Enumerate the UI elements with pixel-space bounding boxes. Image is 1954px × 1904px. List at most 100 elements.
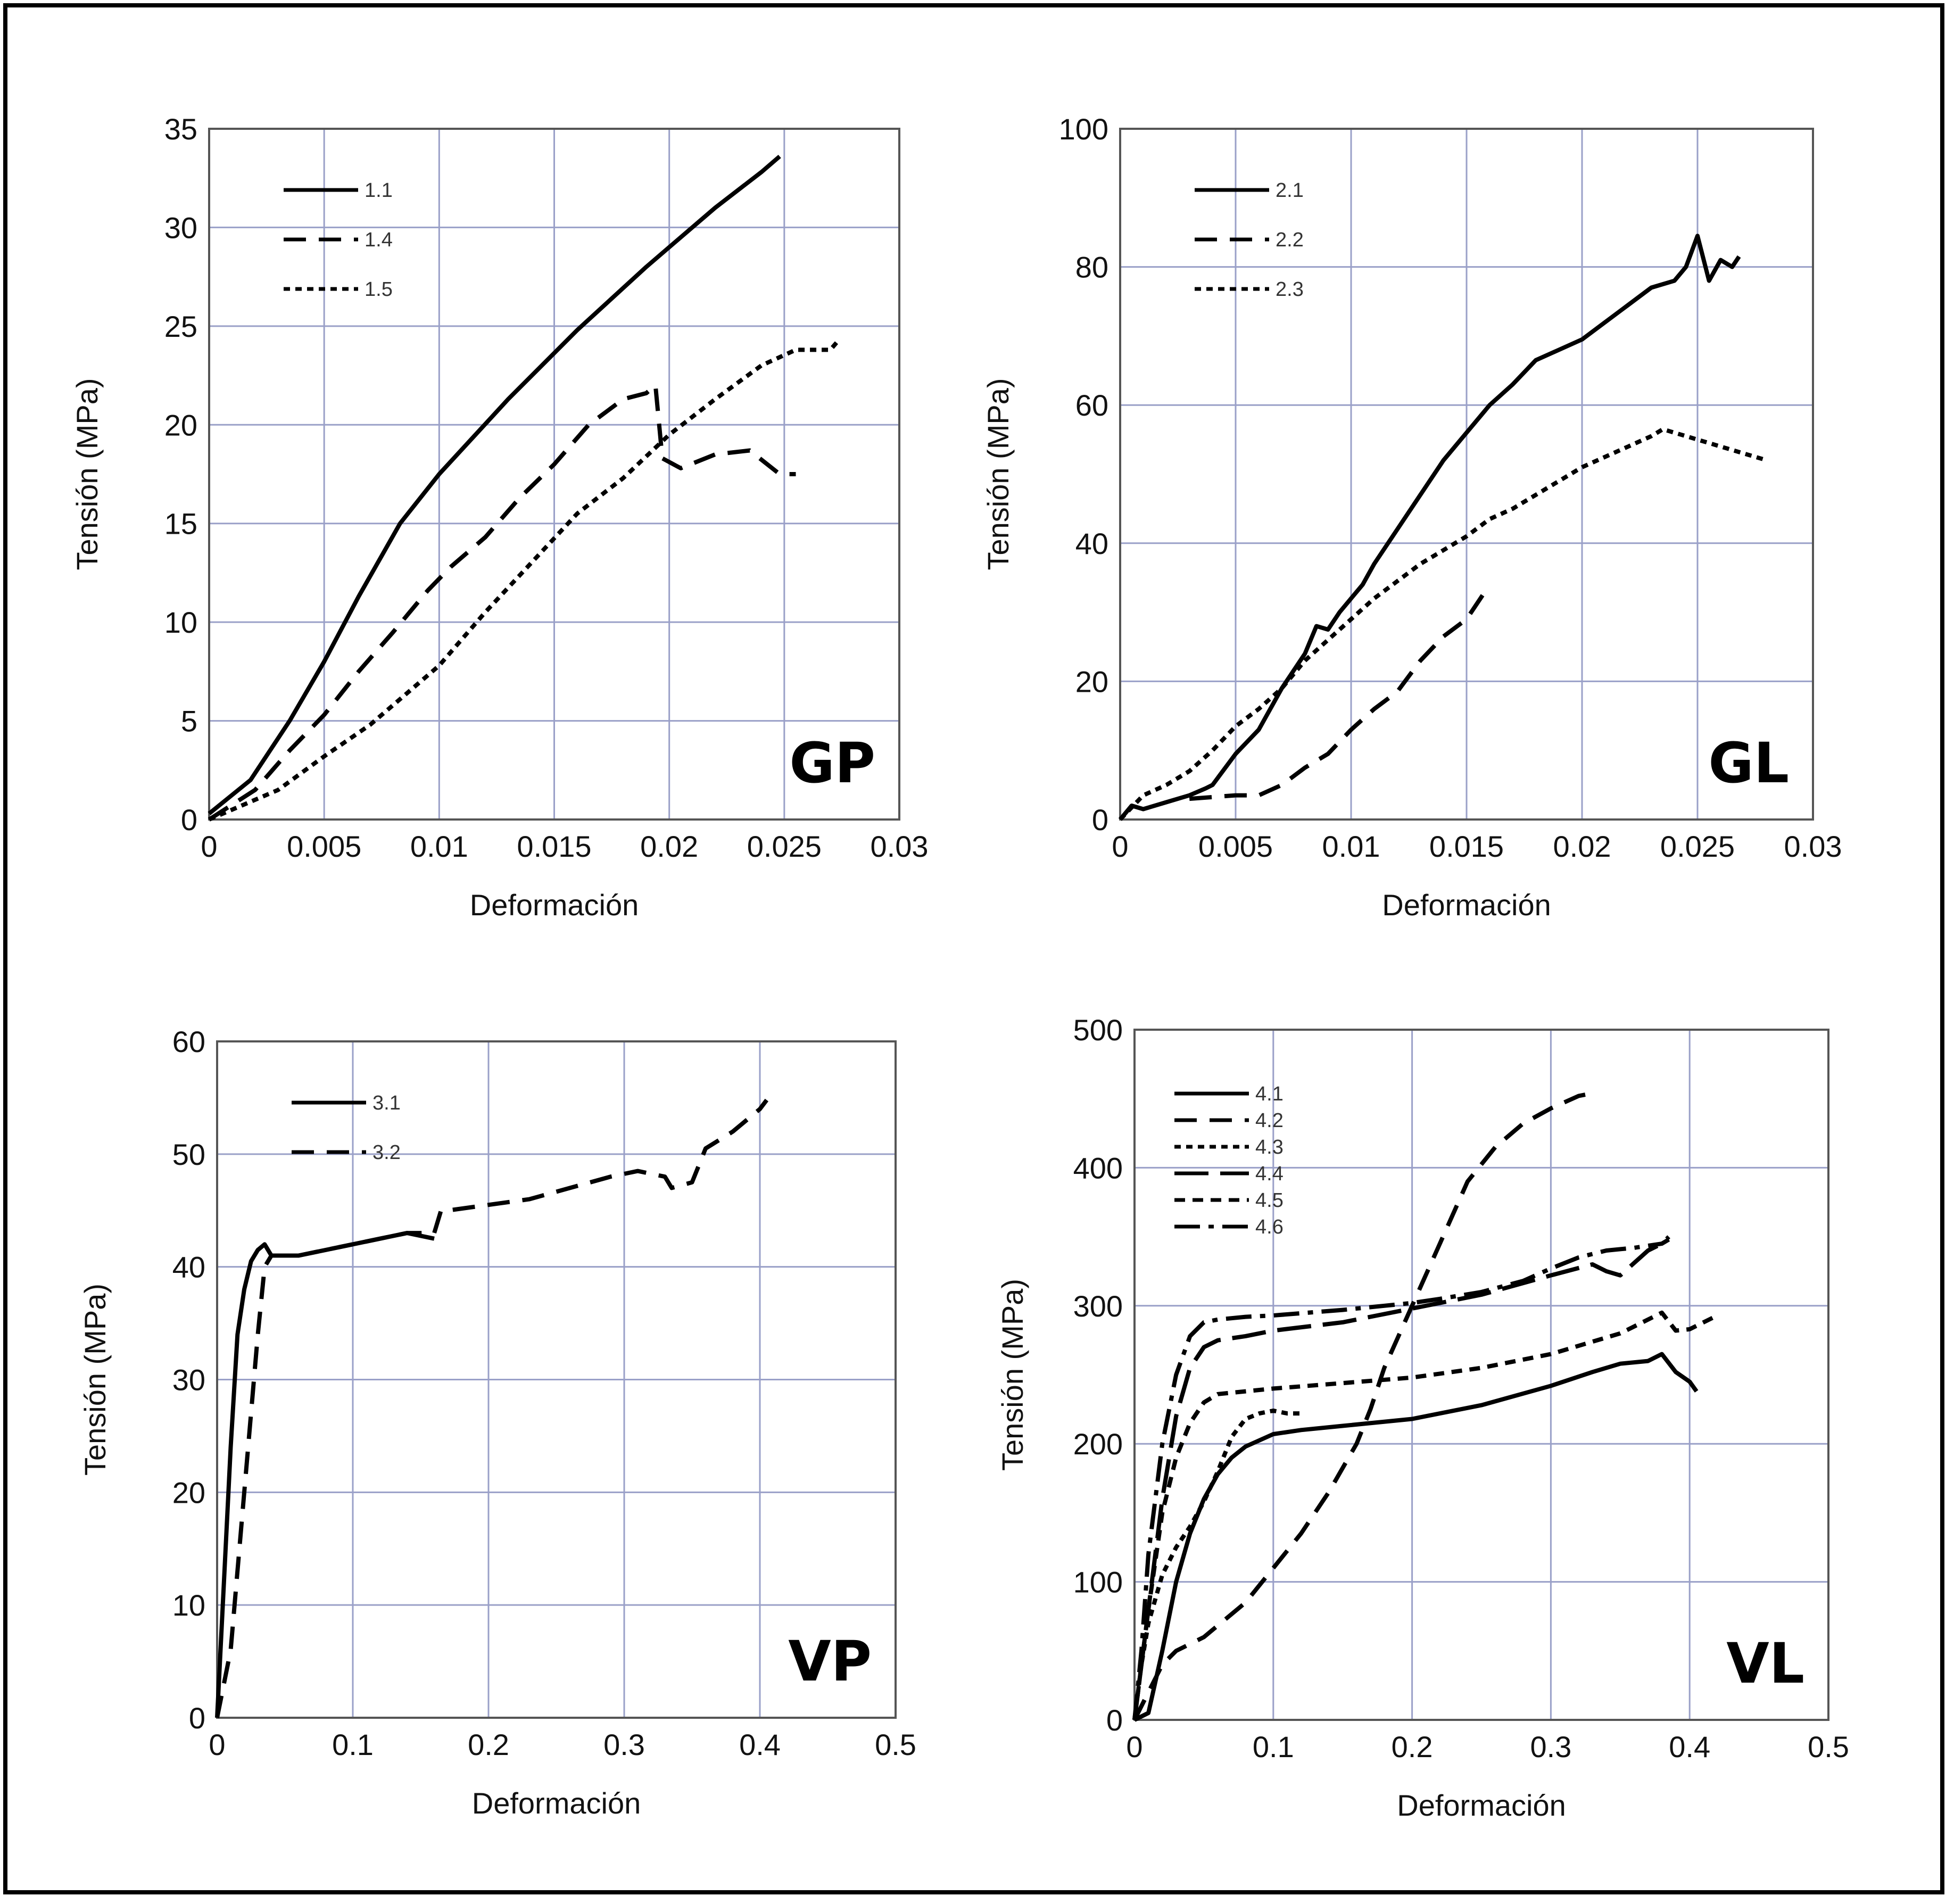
y-tick-label: 30 [172, 1363, 205, 1397]
series-line-2-2 [1189, 583, 1492, 801]
y-tick-label: 5 [181, 705, 197, 738]
y-tick-label: 20 [164, 408, 197, 442]
y-tick-label: 40 [1075, 527, 1108, 560]
x-tick-label: 0.02 [1553, 830, 1611, 863]
y-tick-label: 200 [1073, 1427, 1123, 1461]
plot-area [1119, 128, 1814, 821]
x-tick-label: 0.1 [1253, 1730, 1294, 1764]
y-tick-label: 50 [172, 1138, 205, 1171]
x-tick-label: 0.025 [1660, 830, 1735, 863]
series-line-4-6 [1132, 1237, 1670, 1720]
x-tick-label: 0 [201, 830, 217, 863]
series-line-4-2 [1132, 1091, 1593, 1721]
legend-label: 2.3 [1276, 278, 1304, 301]
series-line-4-1 [1133, 1352, 1699, 1722]
legend-label: 2.1 [1276, 179, 1304, 202]
x-tick-label: 0 [1112, 830, 1128, 863]
legend-label: 2.2 [1276, 229, 1304, 251]
y-tick-label: 0 [1092, 803, 1108, 837]
x-tick-label: 0.2 [1392, 1730, 1433, 1764]
y-tick-label: 0 [189, 1701, 205, 1735]
legend-label: 3.2 [372, 1141, 401, 1164]
legend-label: 4.6 [1255, 1216, 1284, 1238]
y-tick-label: 10 [164, 606, 197, 639]
y-tick-label: 30 [164, 211, 197, 244]
x-tick-label: 0 [1126, 1730, 1142, 1764]
y-tick-label: 100 [1073, 1566, 1123, 1599]
legend-label: 1.1 [365, 179, 393, 202]
x-axis-label: Deformación [1397, 1789, 1566, 1822]
y-tick-label: 60 [1075, 388, 1108, 422]
series-line-2-3 [1119, 427, 1768, 821]
x-tick-label: 0.01 [410, 830, 468, 863]
series-line-3-2 [215, 1098, 768, 1718]
series-line-4-3 [1132, 1408, 1301, 1720]
plot-area [208, 128, 900, 821]
legend-label: 1.4 [365, 229, 393, 251]
y-axis-label: Tensión (MPa) [70, 378, 104, 570]
series-line-1-5 [208, 340, 839, 822]
y-tick-label: 400 [1073, 1151, 1123, 1185]
x-tick-label: 0.005 [287, 830, 361, 863]
x-tick-label: 0.5 [875, 1728, 916, 1761]
x-tick-label: 0.02 [640, 830, 698, 863]
series-line-1-1 [208, 154, 781, 816]
panel-label: GP [789, 731, 875, 796]
y-tick-label: 500 [1073, 1013, 1123, 1047]
x-axis-label: Deformación [1382, 888, 1551, 922]
x-tick-label: 0.005 [1198, 830, 1273, 863]
legend-label: 4.1 [1255, 1083, 1284, 1105]
x-tick-label: 0.01 [1322, 830, 1380, 863]
series-line-2-1 [1118, 234, 1741, 821]
x-tick-label: 0.03 [871, 830, 929, 863]
x-tick-label: 0.4 [1669, 1730, 1710, 1764]
x-axis-label: Deformación [472, 1786, 641, 1820]
y-tick-label: 20 [172, 1476, 205, 1509]
y-tick-label: 25 [164, 310, 197, 343]
x-tick-label: 0.5 [1808, 1730, 1849, 1764]
y-tick-label: 10 [172, 1588, 205, 1622]
x-tick-label: 0.3 [1530, 1730, 1571, 1764]
figure-frame [3, 3, 1944, 1894]
panel-label: VL [1726, 1631, 1804, 1696]
panel-label: GL [1708, 731, 1789, 796]
x-tick-label: 0.03 [1784, 830, 1842, 863]
x-tick-label: 0.015 [1429, 830, 1504, 863]
legend-label: 4.5 [1255, 1189, 1284, 1212]
x-axis-label: Deformación [470, 888, 639, 922]
x-tick-label: 0.4 [739, 1728, 781, 1761]
y-tick-label: 35 [164, 112, 197, 146]
chart-panel-gp: 0 0.005 0.01 0.015 0.02 0.025 0.03 0 5 10 15 20 25 30… [70, 112, 929, 922]
x-tick-label: 0.015 [517, 830, 591, 863]
x-tick-label: 0.025 [747, 830, 822, 863]
legend-label: 4.4 [1255, 1163, 1284, 1185]
y-tick-label: 20 [1075, 665, 1108, 698]
series-line-4-5 [1132, 1310, 1719, 1720]
legend-label: 4.2 [1255, 1110, 1284, 1132]
x-tick-label: 0.2 [468, 1728, 509, 1761]
plot-area [1133, 1029, 1829, 1721]
chart-panel-gl: 0 0.005 0.01 0.015 0.02 0.025 0.03 0 20 40 60 80 100… [981, 112, 1842, 922]
y-tick-label: 15 [164, 507, 197, 541]
y-axis-label: Tensión (MPa) [78, 1284, 112, 1476]
series-line-1-4 [208, 383, 796, 822]
x-tick-label: 0.1 [332, 1728, 374, 1761]
y-tick-label: 80 [1075, 251, 1108, 284]
y-tick-label: 100 [1059, 112, 1108, 146]
y-tick-label: 60 [172, 1025, 205, 1058]
legend-label: 3.1 [372, 1092, 401, 1114]
x-tick-label: 0 [209, 1728, 225, 1761]
chart-panel-vp: 0 0.1 0.2 0.3 0.4 0.5 0 10 20 30 40 50 60 Deformación… [78, 1025, 916, 1820]
series-line-3-1 [215, 1231, 435, 1718]
y-axis-label: Tensión (MPa) [981, 378, 1015, 570]
y-tick-label: 40 [172, 1251, 205, 1284]
legend-label: 4.3 [1255, 1136, 1284, 1158]
chart-panel-vl: 0 0.1 0.2 0.3 0.4 0.5 0 100 200 300 400 500 Deformac… [996, 1013, 1849, 1822]
y-tick-label: 0 [181, 803, 197, 837]
x-tick-label: 0.3 [603, 1728, 645, 1761]
series-line-4-4 [1132, 1235, 1670, 1720]
y-tick-label: 300 [1073, 1289, 1123, 1323]
y-tick-label: 0 [1106, 1703, 1123, 1737]
plot-area [216, 1040, 897, 1719]
